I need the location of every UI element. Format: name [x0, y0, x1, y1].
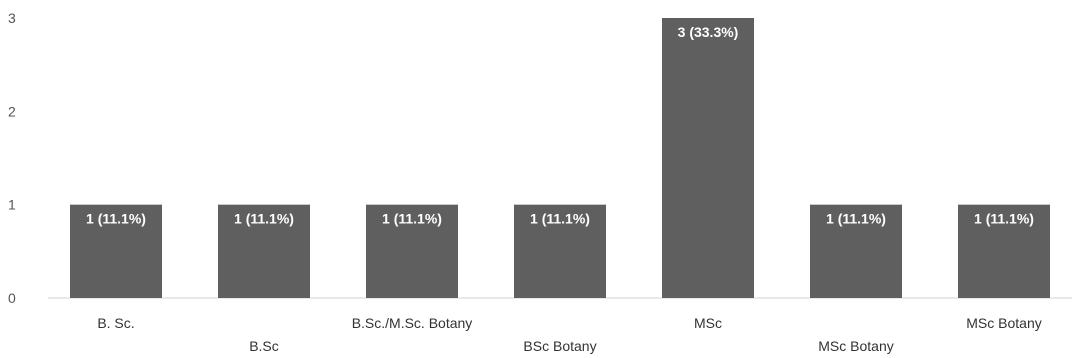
x-category-label-5: MSc Botany — [818, 338, 893, 354]
x-category-label-1: B.Sc — [249, 338, 279, 354]
bar-value-label-4: 3 (33.3%) — [678, 24, 739, 40]
axis-layer: 0 1 2 3 B. Sc. B.Sc B.Sc./M.Sc. Botany BSc Bota… — [8, 10, 1072, 354]
bar-2 — [366, 204, 458, 298]
x-category-label-4: MSc — [694, 315, 722, 331]
bar-value-label-2: 1 (11.1%) — [382, 211, 442, 227]
x-category-label-3: BSc Botany — [523, 338, 596, 354]
bar-value-label-5: 1 (11.1%) — [826, 211, 886, 227]
bar-value-label-3: 1 (11.1%) — [530, 211, 590, 227]
label-layer: 1 (11.1%) 1 (11.1%) 1 (11.1%) 1 (11.1%) 3 (3… — [86, 24, 1034, 227]
bar-4 — [662, 18, 754, 298]
x-category-label-2: B.Sc./M.Sc. Botany — [352, 315, 473, 331]
bar-0 — [70, 204, 162, 298]
bar-value-label-1: 1 (11.1%) — [234, 211, 294, 227]
y-tick-label-2: 2 — [8, 103, 16, 119]
bar-value-label-6: 1 (11.1%) — [974, 211, 1034, 227]
y-tick-label-1: 1 — [8, 197, 16, 213]
x-category-label-0: B. Sc. — [97, 315, 134, 331]
x-category-label-6: MSc Botany — [966, 315, 1041, 331]
bar-6 — [958, 204, 1050, 298]
y-tick-label-3: 3 — [8, 10, 16, 26]
y-tick-label-0: 0 — [8, 290, 16, 306]
bar-1 — [218, 204, 310, 298]
bar-5 — [810, 204, 902, 298]
bar-layer — [70, 18, 1050, 298]
bar-value-label-0: 1 (11.1%) — [86, 211, 146, 227]
bar-3 — [514, 204, 606, 298]
